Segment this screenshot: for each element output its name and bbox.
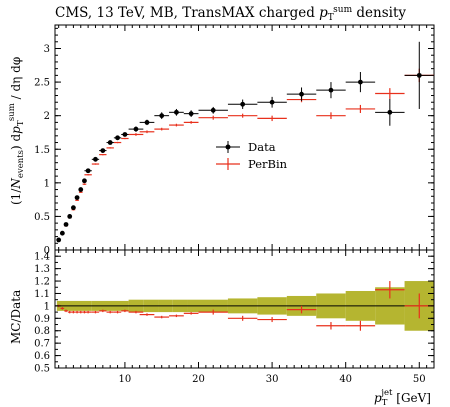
main-y-tick-label: 2.5 (34, 78, 50, 89)
data-point (188, 111, 194, 117)
legend-data-label: Data (248, 140, 276, 154)
ratio-panel: 0.5 0.60.7 0.80.9 11.11.2 1.31.4 10 20 30 40 50 (34, 249, 435, 385)
data-point (122, 132, 128, 137)
main-y-tick-label: 3 (44, 44, 50, 55)
legend-entry-data: Data (216, 140, 276, 154)
data-point (70, 205, 76, 211)
data-point (133, 126, 139, 132)
main-y-tick-label: 1 (44, 178, 50, 189)
data-point (269, 99, 275, 105)
data-point (59, 230, 65, 236)
data-point (107, 140, 113, 145)
x-tick-label: 20 (192, 374, 205, 385)
legend-data-marker (225, 144, 231, 150)
x-tick-label: 50 (413, 374, 426, 385)
main-panel: 0 0.5 1 1.5 2 2.5 3 (34, 24, 435, 257)
data-point (159, 113, 165, 119)
data-point (144, 119, 150, 125)
data-point (93, 156, 98, 162)
ratio-y-tick-label: 0.8 (34, 326, 50, 337)
main-y-tick-label: 2 (44, 111, 50, 122)
data-point (56, 237, 62, 243)
data-point (100, 148, 106, 153)
legend: Data PerBin (216, 140, 288, 171)
data-point (78, 187, 84, 192)
data-point (115, 135, 120, 141)
x-axis-label: pTjet [GeV] (374, 388, 431, 407)
ratio-y-tick-label: 0.6 (34, 351, 50, 362)
main-axis-ticks: 0 0.5 1 1.5 2 2.5 3 (34, 25, 435, 257)
main-y-tick-label: 0.5 (34, 212, 50, 223)
ratio-y-tick-label: 0.7 (34, 339, 50, 350)
main-y-tick-label: 0 (44, 246, 50, 257)
main-y-axis-label: (1/Nevents) dpTsum / dη dφ (7, 57, 26, 205)
data-point (82, 178, 87, 184)
data-point (74, 195, 80, 201)
data-point (387, 109, 393, 115)
data-point (210, 107, 216, 113)
ratio-y-tick-label: 0.5 (34, 364, 50, 375)
data-point (240, 101, 246, 107)
x-tick-label: 30 (266, 374, 279, 385)
ratio-perbin-series (56, 281, 434, 331)
ratio-plot-frame (54, 249, 435, 369)
ratio-y-tick-label: 1 (44, 301, 50, 312)
perbin-series (56, 68, 434, 241)
data-point (85, 168, 91, 174)
data-point (67, 214, 73, 219)
data-point (63, 222, 69, 227)
chart-title: CMS, 13 TeV, MB, TransMAX charged pTsum … (55, 5, 406, 23)
legend-entry-perbin: PerBin (216, 157, 288, 171)
data-point (416, 72, 422, 78)
data-point (174, 109, 179, 115)
ratio-y-tick-label: 1.1 (34, 289, 50, 300)
ratio-y-tick-label: 0.9 (34, 314, 50, 325)
x-tick-label: 10 (119, 374, 132, 385)
data-point (328, 87, 334, 93)
data-point (358, 79, 363, 85)
ratio-y-tick-label: 1.4 (34, 252, 50, 263)
main-y-tick-label: 1.5 (34, 145, 50, 156)
data-point (299, 91, 304, 97)
legend-perbin-label: PerBin (248, 157, 288, 171)
main-plot-frame (54, 24, 435, 251)
x-tick-label: 40 (339, 374, 352, 385)
ratio-y-tick-label: 1.3 (34, 264, 50, 275)
data-series (56, 41, 434, 243)
ratio-y-axis-label: MC/Data (9, 290, 23, 344)
ratio-y-tick-label: 1.2 (34, 277, 50, 288)
